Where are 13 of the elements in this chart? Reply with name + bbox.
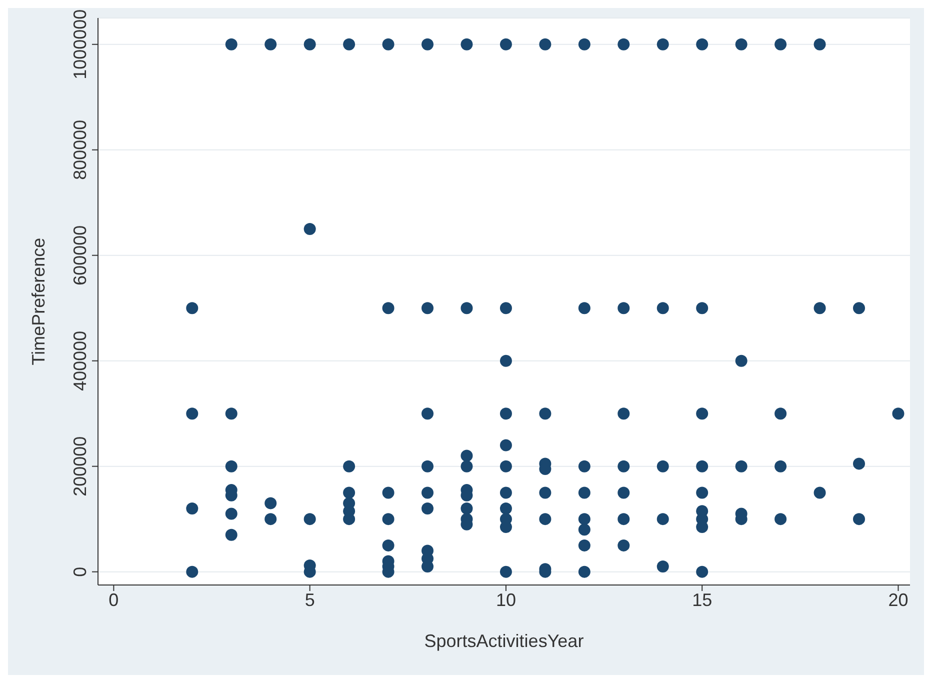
- x-tick-label: 5: [304, 590, 315, 610]
- x-axis-title: SportsActivitiesYear: [424, 631, 584, 651]
- x-tick-label: 0: [108, 590, 119, 610]
- y-tick-label: 200000: [70, 436, 90, 496]
- x-tick-label: 15: [692, 590, 712, 610]
- y-tick-label: 400000: [70, 330, 90, 391]
- y-tick-label: 600000: [70, 225, 90, 286]
- y-tick-label: 1000000: [70, 9, 90, 80]
- y-axis-title: TimePreference: [28, 238, 48, 366]
- y-tick-label: 0: [70, 566, 90, 577]
- x-tick-label: 20: [888, 590, 908, 610]
- x-tick-label: 10: [496, 590, 516, 610]
- y-tick-label: 800000: [70, 120, 90, 180]
